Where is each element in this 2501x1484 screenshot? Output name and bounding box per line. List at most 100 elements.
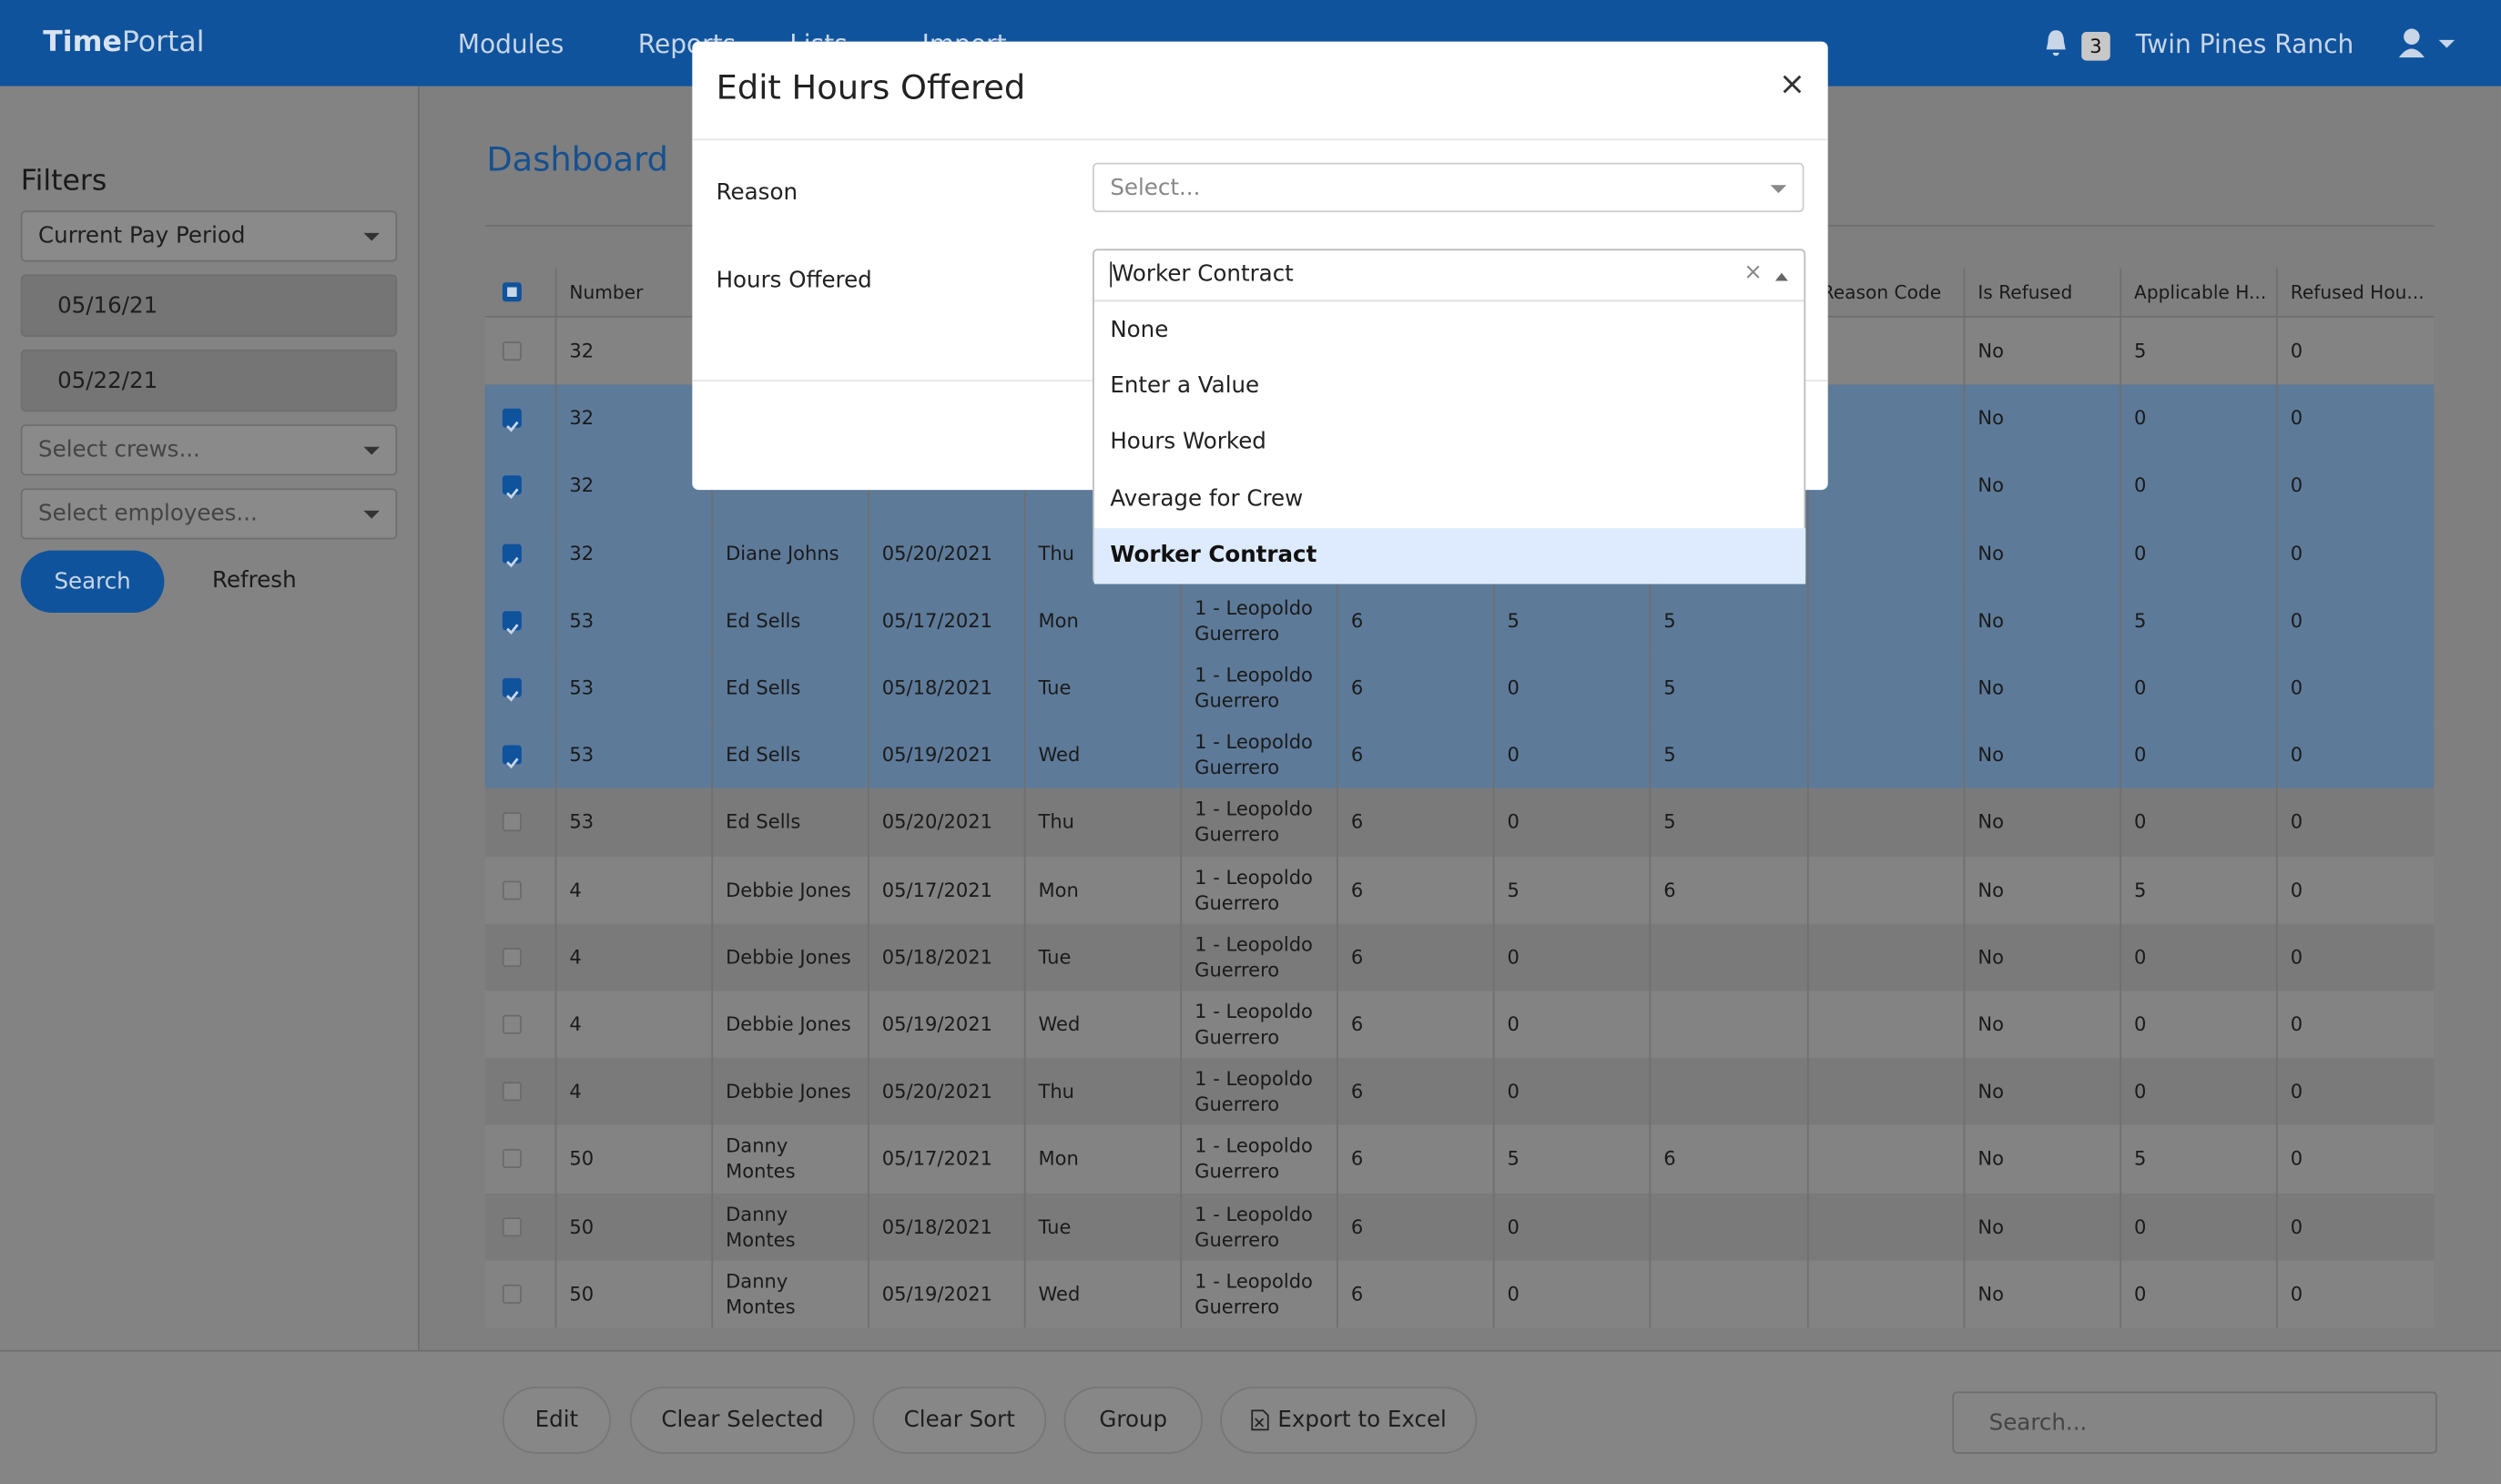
- table-cell: 53: [554, 788, 712, 857]
- placeholder: Select employees...: [38, 501, 258, 527]
- reason-select[interactable]: Select...: [1093, 162, 1805, 213]
- table-cell: [1806, 384, 1964, 452]
- table-cell: 4: [554, 991, 712, 1059]
- divider: [692, 138, 1828, 141]
- refresh-button[interactable]: Refresh: [212, 567, 297, 595]
- table-cell: 05/20/2021: [868, 788, 1024, 857]
- table-cell: 1 - Leopoldo Guerrero: [1180, 788, 1337, 857]
- dropdown-option[interactable]: Hours Worked: [1110, 429, 1266, 456]
- table-row[interactable]: 50 Danny Montes 05/17/2021 Mon 1 - Leopoldo …: [484, 1125, 2435, 1194]
- group-button[interactable]: Group: [1063, 1387, 1203, 1454]
- caret: [363, 232, 380, 241]
- table-cell: 4: [554, 856, 712, 924]
- table-cell: 5: [2120, 586, 2276, 655]
- table-search[interactable]: Search...: [1952, 1391, 2437, 1454]
- table-row[interactable]: 53 Ed Sells 05/18/2021 Tue 1 - Leopoldo Guer…: [484, 654, 2435, 722]
- table-cell: [1806, 721, 1964, 789]
- table-cell: Debbie Jones: [711, 923, 868, 991]
- column-header: Refused Hou...: [2275, 268, 2433, 317]
- row-checkbox[interactable]: [502, 1216, 522, 1236]
- table-cell: 0: [2275, 384, 2433, 452]
- table-cell: 6: [1337, 856, 1493, 924]
- edit-button[interactable]: Edit: [502, 1387, 611, 1454]
- row-checkbox[interactable]: [502, 543, 522, 567]
- table-cell: 5: [1492, 856, 1650, 924]
- hours-select[interactable]: Worker Contract × None Enter a Value Hours…: [1093, 249, 1806, 584]
- table-cell: 6: [1649, 856, 1806, 924]
- table-cell: 32: [554, 452, 712, 520]
- employees-select[interactable]: Select employees...: [20, 488, 398, 540]
- table-cell: 1 - Leopoldo Guerrero: [1180, 1125, 1337, 1194]
- table-cell: 05/18/2021: [868, 654, 1024, 722]
- period-text: Current Pay Period: [38, 223, 246, 249]
- table-cell: [1649, 1193, 1806, 1261]
- row-checkbox[interactable]: [502, 475, 522, 500]
- row-checkbox[interactable]: [502, 1284, 522, 1304]
- export-button[interactable]: Export to Excel: [1220, 1387, 1478, 1454]
- clear-selected-button[interactable]: Clear Selected: [630, 1387, 856, 1454]
- table-cell: No: [1963, 654, 2120, 722]
- excel-icon: [1251, 1409, 1269, 1431]
- row-checkbox[interactable]: [502, 409, 522, 432]
- clear-sort-button[interactable]: Clear Sort: [872, 1387, 1047, 1454]
- table-cell: 6: [1337, 923, 1493, 991]
- table-cell: [1806, 1193, 1964, 1261]
- table-cell: 6: [1337, 721, 1493, 789]
- dropdown-option[interactable]: None: [1110, 316, 1169, 342]
- row-checkbox[interactable]: [502, 1082, 522, 1102]
- row-checkbox[interactable]: [502, 745, 522, 769]
- row-checkbox[interactable]: [502, 677, 522, 702]
- close-button[interactable]: ×: [1778, 64, 1806, 103]
- table-row[interactable]: 4 Debbie Jones 05/18/2021 Tue 1 - Leopoldo G…: [484, 923, 2435, 991]
- dropdown-option[interactable]: Worker Contract: [1093, 527, 1806, 584]
- table-cell: [1806, 856, 1964, 924]
- table-cell: 6: [1337, 654, 1493, 722]
- end-date[interactable]: 05/22/21: [20, 349, 398, 412]
- row-checkbox[interactable]: [502, 1149, 522, 1169]
- row-checkbox[interactable]: [502, 812, 522, 832]
- table-cell: 1 - Leopoldo Guerrero: [1180, 654, 1337, 722]
- table-row[interactable]: 53 Ed Sells 05/19/2021 Wed 1 - Leopoldo Guer…: [484, 721, 2435, 789]
- menu[interactable]: Modules: [457, 28, 564, 59]
- user-menu[interactable]: [2397, 27, 2455, 59]
- row-checkbox[interactable]: [502, 610, 522, 635]
- table-row[interactable]: 4 Debbie Jones 05/19/2021 Wed 1 - Leopoldo G…: [484, 991, 2435, 1059]
- crews-select[interactable]: Select crews...: [20, 424, 398, 476]
- table-cell: 0: [2120, 788, 2276, 857]
- table-cell: 32: [554, 384, 712, 452]
- table-cell: 0: [1492, 1260, 1650, 1328]
- row-checkbox[interactable]: [502, 341, 522, 361]
- column-header: Applicable H...: [2120, 268, 2276, 317]
- table-cell: Debbie Jones: [711, 856, 868, 924]
- row-checkbox[interactable]: [502, 1014, 522, 1034]
- search-button[interactable]: Search: [20, 550, 165, 614]
- table-cell: 6: [1337, 1058, 1493, 1126]
- table-cell: 5: [1649, 654, 1806, 722]
- table-cell: 0: [2275, 788, 2433, 857]
- table-row[interactable]: 53 Ed Sells 05/17/2021 Mon 1 - Leopoldo Guer…: [484, 586, 2435, 655]
- check: [506, 690, 519, 702]
- period-select[interactable]: Current Pay Period: [20, 210, 398, 262]
- table-cell: Danny Montes: [711, 1125, 868, 1194]
- table-row[interactable]: 4 Debbie Jones 05/17/2021 Mon 1 - Leopoldo G…: [484, 856, 2435, 924]
- column-header: Is Refused: [1963, 268, 2120, 317]
- row-checkbox[interactable]: [502, 879, 522, 900]
- table-row[interactable]: 50 Danny Montes 05/18/2021 Tue 1 - Leopoldo …: [484, 1193, 2435, 1261]
- dropdown-option[interactable]: Average for Crew: [1110, 486, 1304, 513]
- table-cell: 5: [1649, 721, 1806, 789]
- table-row[interactable]: 4 Debbie Jones 05/20/2021 Thu 1 - Leopoldo G…: [484, 1058, 2435, 1126]
- dropdown-option[interactable]: Enter a Value: [1110, 372, 1260, 399]
- table-cell: 0: [2120, 1193, 2276, 1261]
- table-row[interactable]: 53 Ed Sells 05/20/2021 Thu 1 - Leopoldo Guer…: [484, 788, 2435, 857]
- brand[interactable]: TimePortal: [43, 25, 204, 59]
- table-cell: 53: [554, 721, 712, 789]
- table-row[interactable]: 50 Danny Montes 05/19/2021 Wed 1 - Leopoldo …: [484, 1260, 2435, 1328]
- clear-button[interactable]: ×: [1744, 259, 1763, 286]
- table-cell: [1806, 788, 1964, 857]
- row-checkbox[interactable]: [502, 947, 522, 967]
- select-all[interactable]: [502, 282, 522, 302]
- table-cell: Tue: [1023, 654, 1181, 722]
- bell-icon[interactable]: [2043, 29, 2069, 58]
- check: [506, 555, 519, 567]
- start-date[interactable]: 05/16/21: [20, 274, 398, 337]
